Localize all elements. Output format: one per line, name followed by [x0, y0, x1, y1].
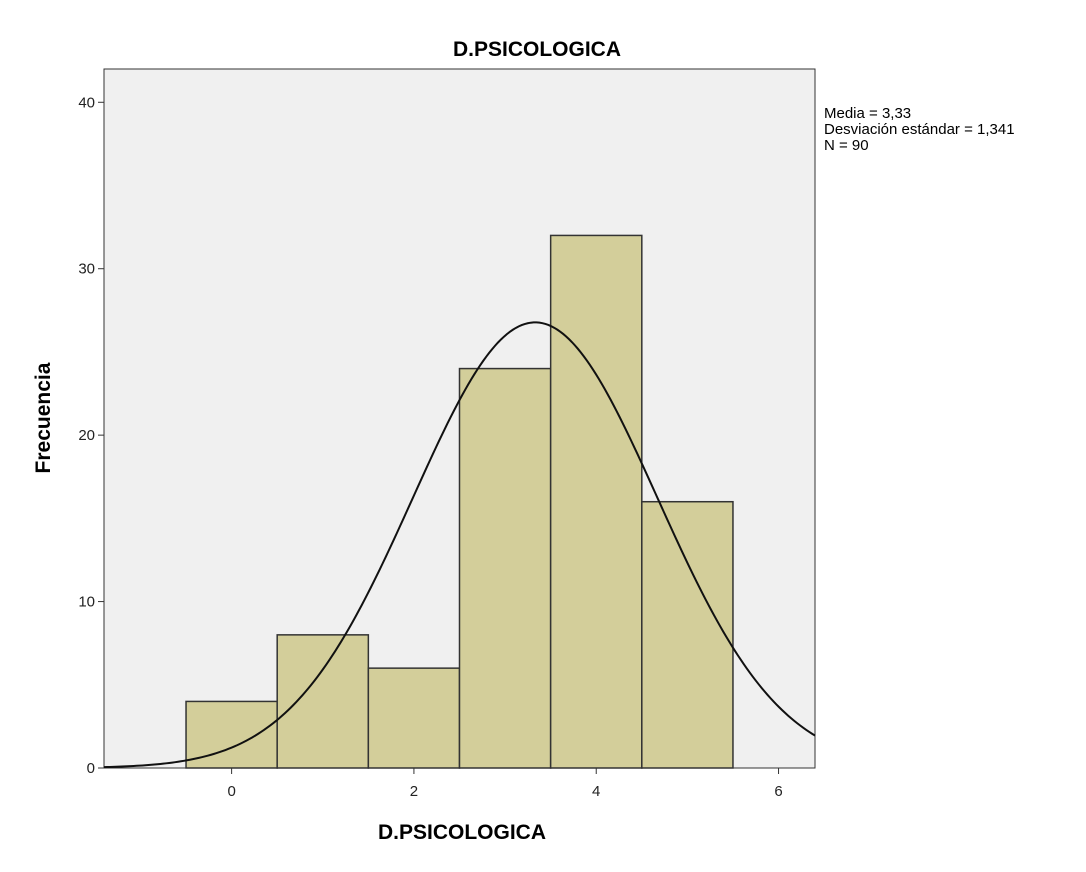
chart-title: D.PSICOLOGICA: [453, 38, 621, 61]
histogram-bar-5: [641, 500, 734, 769]
stats-box: Media = 3,33 Desviación estándar = 1,341…: [824, 105, 1015, 154]
x-axis-title: D.PSICOLOGICA: [378, 821, 546, 844]
y-axis-title: Frecuencia: [32, 362, 55, 473]
histogram-bar-2: [367, 667, 461, 769]
x-tick-label-0: 0: [227, 783, 235, 800]
y-tick-label-10: 10: [78, 594, 95, 611]
y-axis: 0 10 20 30 40: [78, 94, 104, 777]
histogram-bar-4: [549, 234, 643, 769]
stats-mean: Media = 3,33: [824, 105, 911, 122]
histogram-bar-3: [458, 367, 552, 769]
y-tick-label-30: 30: [78, 261, 95, 278]
x-tick-label-6: 6: [774, 783, 782, 800]
x-tick-label-2: 2: [410, 783, 418, 800]
x-tick-label-4: 4: [592, 783, 600, 800]
stats-n: N = 90: [824, 137, 869, 154]
y-tick-label-20: 20: [78, 427, 95, 444]
y-tick-label-40: 40: [78, 94, 95, 111]
y-tick-label-0: 0: [87, 760, 95, 777]
histogram-bar-1: [276, 634, 370, 769]
x-axis: 0 2 4 6: [227, 768, 783, 800]
normal-curve: [103, 321, 816, 769]
stats-std-dev: Desviación estándar = 1,341: [824, 121, 1015, 138]
